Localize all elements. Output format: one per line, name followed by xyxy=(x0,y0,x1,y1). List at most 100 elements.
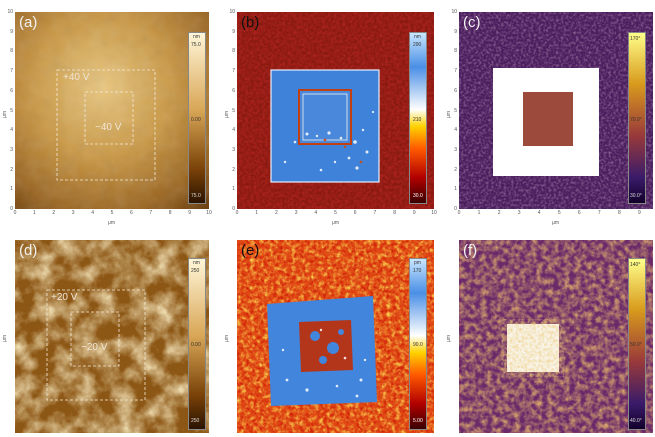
colorbar-unit: nm xyxy=(193,260,200,266)
panel-c-colorbar xyxy=(628,32,646,204)
panel-a-tag: (a) xyxy=(19,14,38,31)
y-tick-label: 10 xyxy=(7,9,13,15)
panel-b-colorbar xyxy=(409,32,427,204)
colorbar-unit: nm xyxy=(193,34,200,40)
y-tick-label: 9 xyxy=(10,28,13,35)
y-tick-label: 5 xyxy=(10,107,13,114)
panel-a-image: (a) +40 V −40 V xyxy=(15,12,209,209)
panel-c: (c) 170° 70.0° 30.0° μm μm 0 1 2 3 4 5 6 7 8 9 10 9… xyxy=(444,0,655,226)
colorbar-unit: pm xyxy=(414,260,421,266)
panel-d-tag: (d) xyxy=(19,242,38,259)
panel-c-image: (c) xyxy=(459,12,653,209)
y-tick-label: 0 xyxy=(10,206,13,212)
colorbar-mid: 70.0° xyxy=(630,117,642,123)
y-tick-label: 8 xyxy=(454,48,457,55)
panel-c-tag: (c) xyxy=(463,14,481,31)
colorbar-mid: 50.0° xyxy=(630,342,642,348)
y-tick-label: 3 xyxy=(232,146,235,153)
x-tick-label: 8 xyxy=(393,210,396,216)
y-axis-unit: μm xyxy=(224,334,230,342)
y-axis-unit: μm xyxy=(446,334,452,342)
y-tick-label: 6 xyxy=(454,87,457,94)
x-tick-label: 2 xyxy=(275,210,278,216)
y-tick-label: 3 xyxy=(454,146,457,153)
x-tick-label: 5 xyxy=(110,210,114,216)
x-axis-unit: μm xyxy=(552,220,560,226)
outer-bias-label: +20 V xyxy=(51,292,78,303)
panel-e-colorbar xyxy=(409,258,427,430)
x-tick-label: 3 xyxy=(294,210,298,216)
colorbar-min: 5.00 xyxy=(413,418,423,424)
colorbar-min: 75.0 xyxy=(191,193,201,199)
y-tick-label: 1 xyxy=(454,186,457,193)
y-tick-label: 7 xyxy=(232,68,235,75)
colorbar-max: 170° xyxy=(630,36,641,42)
panel-e-tag: (e) xyxy=(241,242,260,259)
y-tick-label: 9 xyxy=(454,28,457,35)
panel-b-tag: (b) xyxy=(241,14,260,31)
colorbar-mid: 0.00 xyxy=(191,342,201,348)
x-tick-label: 7 xyxy=(149,210,153,216)
inner-bias-label: −40 V xyxy=(95,122,122,133)
x-tick-label: 0 xyxy=(457,210,461,216)
panel-d-colorbar xyxy=(188,258,206,430)
colorbar-max: 140° xyxy=(630,262,641,268)
colorbar-mid: 90.0 xyxy=(413,342,423,348)
y-tick-label: 5 xyxy=(454,107,457,114)
colorbar-min: 30.0 xyxy=(413,193,423,199)
y-tick-label: 1 xyxy=(10,186,13,193)
x-tick-label: 1 xyxy=(255,210,259,216)
x-tick-label: 9 xyxy=(412,210,416,216)
x-tick-label: 7 xyxy=(597,210,601,216)
y-tick-label: 1 xyxy=(232,186,235,193)
x-tick-label: 1 xyxy=(33,210,36,216)
y-tick-label: 10 xyxy=(229,9,235,15)
x-axis-unit: μm xyxy=(108,220,116,226)
x-tick-label: 6 xyxy=(577,210,581,216)
y-tick-label: 6 xyxy=(10,87,13,94)
x-tick-label: 10 xyxy=(206,210,212,216)
panel-e: (e) pm 170 90.0 5.00 μm xyxy=(222,228,444,437)
x-tick-label: 3 xyxy=(517,210,521,216)
y-tick-label: 0 xyxy=(454,206,457,212)
x-tick-label: 5 xyxy=(334,210,337,216)
y-tick-label: 2 xyxy=(10,166,13,173)
x-tick-label: 1 xyxy=(477,210,481,216)
x-tick-label: 7 xyxy=(373,210,377,216)
x-tick-label: 6 xyxy=(353,210,357,216)
x-tick-label: 2 xyxy=(497,210,501,216)
panel-e-image: (e) xyxy=(237,240,434,433)
x-tick-label: 5 xyxy=(557,210,561,216)
colorbar-max: 250 xyxy=(191,268,200,274)
y-tick-label: 5 xyxy=(232,107,235,114)
panel-f-colorbar xyxy=(628,258,646,430)
x-axis-unit: μm xyxy=(332,220,340,226)
x-tick-label: 8 xyxy=(617,210,621,216)
inner-bias-label: −20 V xyxy=(81,342,108,353)
y-tick-label: 3 xyxy=(10,146,13,153)
x-tick-label: 4 xyxy=(91,210,94,216)
x-tick-label: 6 xyxy=(130,210,133,216)
panel-a: (a) +40 V −40 V nm 75.0 0.00 75.0 μm μm … xyxy=(0,0,222,226)
x-tick-label: 8 xyxy=(168,210,172,216)
panel-d: (d) +20 V −20 V nm 250 0.00 250 μm xyxy=(0,228,222,437)
panel-f: (f) 140° 50.0° 40.0° μm xyxy=(444,228,655,437)
y-tick-label: 2 xyxy=(232,166,235,173)
y-tick-label: 4 xyxy=(232,127,235,134)
panel-f-image: (f) xyxy=(459,240,653,433)
y-tick-label: 9 xyxy=(232,28,235,35)
x-tick-label: 2 xyxy=(52,210,56,216)
y-tick-label: 4 xyxy=(454,127,457,134)
colorbar-mid: 0.00 xyxy=(191,117,201,123)
colorbar-min: 30.0° xyxy=(630,193,642,199)
colorbar-min: 250 xyxy=(191,418,200,424)
colorbar-mid: 210 xyxy=(413,117,422,123)
colorbar-max: 170 xyxy=(413,268,422,274)
x-tick-label: 4 xyxy=(537,210,541,216)
y-tick-label: 10 xyxy=(451,9,457,15)
y-tick-label: 2 xyxy=(454,166,457,173)
y-tick-label: 8 xyxy=(232,48,235,55)
panel-f-tag: (f) xyxy=(463,242,478,259)
colorbar-unit: nm xyxy=(414,34,421,40)
